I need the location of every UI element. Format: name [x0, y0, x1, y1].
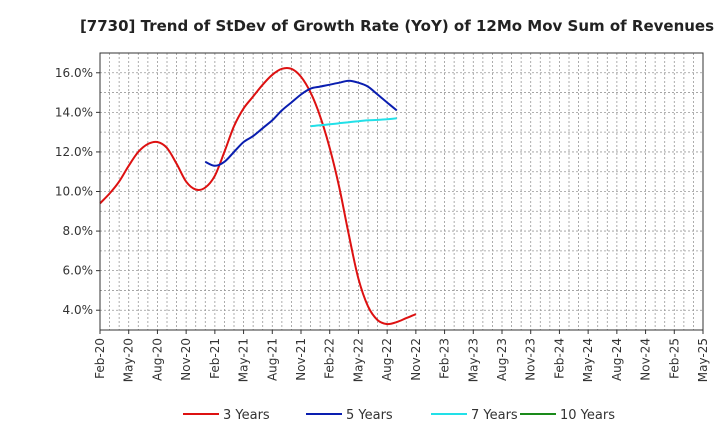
y-tick-label: 10.0% — [55, 185, 93, 199]
series-line-7-years — [310, 117, 397, 128]
x-axis: Feb-20 May-20 Aug-20 Nov-20 Feb-21 May-21 Aug-… — [93, 330, 710, 382]
x-tick-label: May-23 — [466, 338, 480, 382]
x-tick-label: May-22 — [351, 338, 365, 382]
x-tick-label: Aug-22 — [380, 338, 394, 381]
y-tick-label: 16.0% — [55, 66, 93, 80]
legend-label-7-years: 7 Years — [471, 408, 518, 423]
y-tick-label: 12.0% — [55, 145, 93, 159]
x-tick-label: Nov-24 — [639, 338, 653, 381]
x-tick-label: Nov-20 — [179, 338, 193, 381]
plot-area — [99, 52, 704, 331]
x-tick-label: Aug-20 — [150, 338, 164, 381]
x-tick-label: Feb-25 — [667, 338, 681, 379]
series-lines — [99, 66, 417, 326]
chart-title: [7730] Trend of StDev of Growth Rate (Yo… — [80, 17, 714, 35]
series-line-3-years — [99, 66, 417, 326]
x-tick-label: Feb-24 — [552, 338, 566, 379]
legend: 3 Years 5 Years 7 Years 10 Years — [183, 408, 615, 423]
x-tick-label: Aug-24 — [610, 338, 624, 381]
x-tick-label: Feb-20 — [93, 338, 107, 379]
x-tick-label: Feb-22 — [323, 338, 337, 379]
y-axis: 4.0% 6.0% 8.0% 10.0% 12.0% 14.0% 16.0% — [55, 66, 100, 317]
y-tick-label: 4.0% — [63, 303, 94, 317]
x-tick-label: Nov-23 — [524, 338, 538, 381]
x-tick-label: May-24 — [581, 338, 595, 382]
x-tick-label: Feb-23 — [438, 338, 452, 379]
x-tick-label: Nov-22 — [409, 338, 423, 381]
legend-label-5-years: 5 Years — [346, 408, 393, 423]
legend-label-10-years: 10 Years — [560, 408, 615, 423]
legend-label-3-years: 3 Years — [223, 408, 270, 423]
gridlines — [100, 53, 703, 330]
x-tick-label: May-21 — [237, 338, 251, 382]
y-tick-label: 6.0% — [63, 264, 94, 278]
x-tick-label: Aug-21 — [265, 338, 279, 381]
x-tick-label: Aug-23 — [495, 338, 509, 381]
x-tick-label: Nov-21 — [294, 338, 308, 381]
x-tick-label: May-25 — [696, 338, 710, 382]
y-tick-label: 8.0% — [63, 224, 94, 238]
series-line-5-years — [204, 79, 398, 167]
x-tick-label: May-20 — [122, 338, 136, 382]
x-tick-label: Feb-21 — [208, 338, 222, 379]
y-tick-label: 14.0% — [55, 105, 93, 119]
